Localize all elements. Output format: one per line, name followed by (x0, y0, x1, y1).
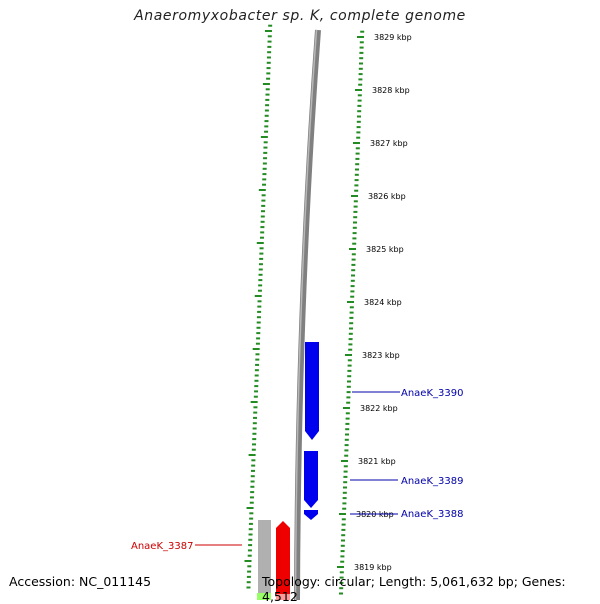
minor-ticks-right (337, 30, 365, 595)
tick-label-3826: 3826 kbp (368, 192, 406, 201)
gene-arrow-anaek-3388[interactable] (304, 510, 318, 520)
genome-backbone (294, 29, 321, 600)
gene-label-anaek-3390[interactable]: AnaeK_3390 (401, 388, 463, 399)
tick-label-3827: 3827 kbp (370, 139, 408, 148)
tick-label-3829: 3829 kbp (374, 33, 412, 42)
gene-label-anaek-3387[interactable]: AnaeK_3387 (131, 541, 193, 552)
gene-arrow-anaek-3387[interactable] (276, 521, 290, 600)
accession-text: Accession: NC_011145 (9, 574, 152, 589)
gene-block-grey[interactable] (258, 520, 271, 600)
map-title: Anaeromyxobacter sp. K, complete genome (134, 8, 466, 24)
minor-ticks-left (244, 24, 273, 589)
gene-label-anaek-3388[interactable]: AnaeK_3388 (401, 509, 463, 520)
gene-label-anaek-3389[interactable]: AnaeK_3389 (401, 476, 463, 487)
tick-label-3821: 3821 kbp (358, 457, 396, 466)
tick-label-3825: 3825 kbp (366, 245, 404, 254)
tick-label-3819: 3819 kbp (354, 563, 392, 572)
tick-label-3824: 3824 kbp (364, 298, 402, 307)
gene-arrow-anaek-3390[interactable] (305, 342, 319, 440)
gene-arrow-anaek-3389[interactable] (304, 451, 318, 508)
tick-labels: 3829 kbp 3828 kbp 3827 kbp 3826 kbp 3825 kbp… (354, 33, 412, 572)
highlight-strip-red (276, 594, 290, 600)
tick-label-3823: 3823 kbp (362, 351, 400, 360)
tick-label-3828: 3828 kbp (372, 86, 410, 95)
tick-label-3822: 3822 kbp (360, 404, 398, 413)
genome-backbone-highlight (294, 29, 318, 600)
highlight-strip (257, 593, 271, 600)
